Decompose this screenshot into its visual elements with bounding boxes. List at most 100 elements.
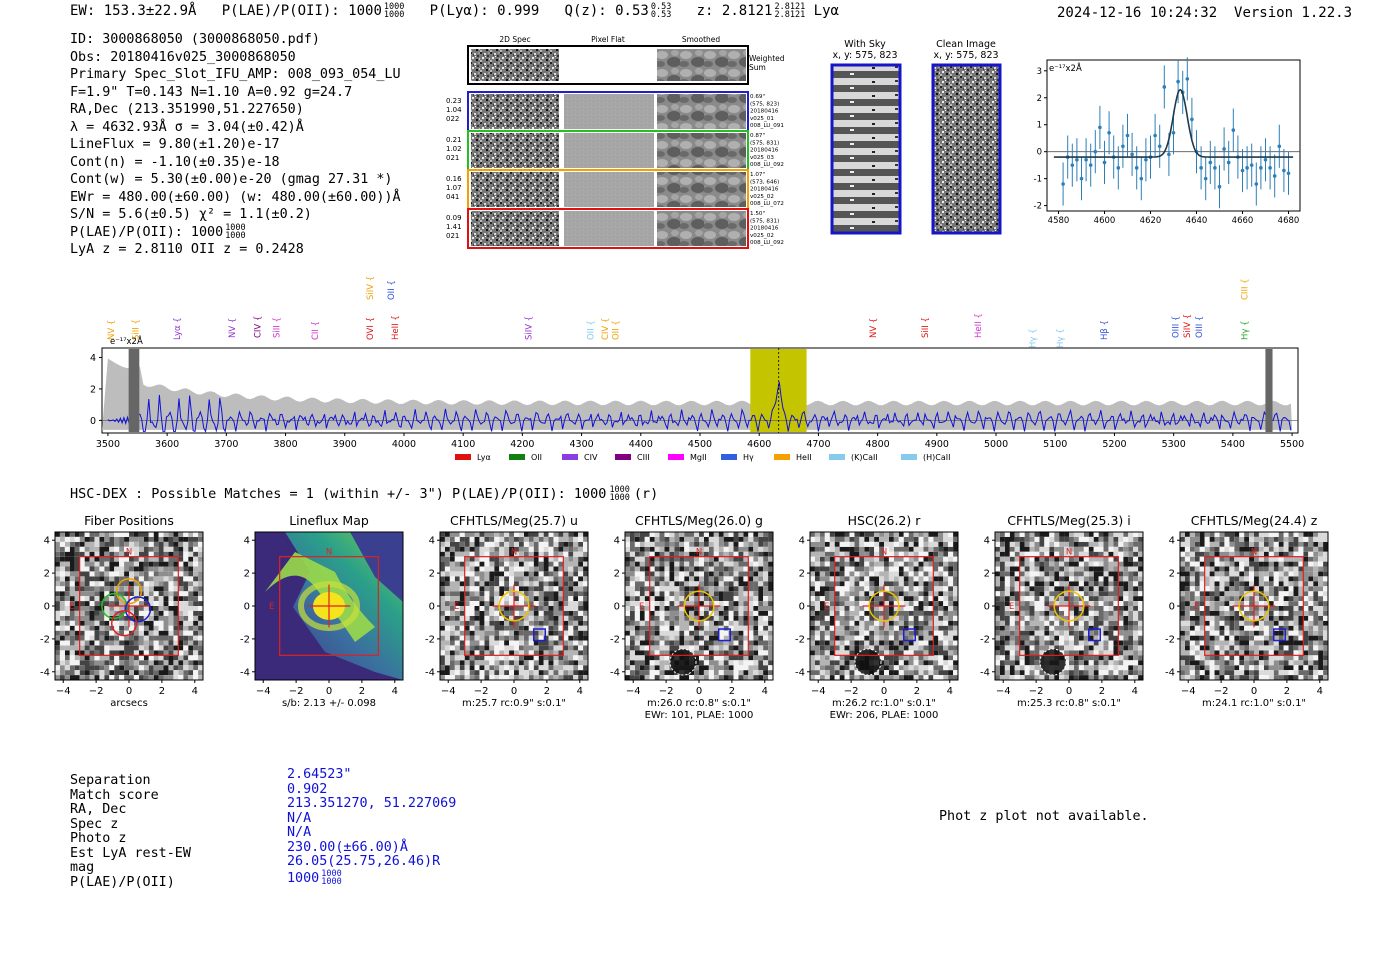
full-xtick-label: 5500 bbox=[1280, 439, 1304, 450]
header-z-hi: 2.8121 bbox=[774, 2, 806, 12]
zoom-xtick-label: 4680 bbox=[1278, 216, 1300, 226]
info-line: Primary Spec_Slot_IFU_AMP: 008_093_054_L… bbox=[70, 67, 401, 82]
zoom-data-point bbox=[1079, 157, 1084, 201]
cutout-row-meta: v025_02 bbox=[750, 233, 774, 239]
cutout-row-meta: 008_LU_092 bbox=[750, 240, 784, 246]
emission-line-label: OII { bbox=[611, 320, 621, 340]
catalog-match-box bbox=[717, 628, 731, 642]
clean-image-title: Clean Image bbox=[936, 39, 996, 50]
search-box bbox=[279, 556, 379, 656]
summary-value: 213.351270, 51.227069 bbox=[287, 796, 457, 811]
panel-xtick-label: −4 bbox=[811, 686, 826, 697]
full-xtick-label: 4500 bbox=[688, 439, 712, 450]
zoom-data-point bbox=[1144, 138, 1148, 182]
zoom-point bbox=[1277, 144, 1282, 149]
pixel-shade-layer bbox=[55, 532, 204, 681]
zoom-point bbox=[1203, 176, 1208, 181]
header-z: z: 2.8121 bbox=[696, 3, 773, 19]
hsc-title: HSC-DEX : Possible Matches = 1 (within +… bbox=[70, 486, 607, 502]
catalog-match-box bbox=[902, 628, 916, 642]
zoom-data-point bbox=[1254, 162, 1259, 206]
panel-xtick-label: 4 bbox=[577, 686, 583, 697]
legend-label: MgII bbox=[690, 453, 707, 462]
cutout-pixel-flat bbox=[564, 211, 654, 246]
catalog-match-box bbox=[1272, 628, 1286, 642]
emission-line-label: OII { bbox=[387, 280, 397, 300]
weighted-label: Weighted bbox=[749, 54, 785, 63]
legend-label: (H)CaII bbox=[923, 453, 950, 462]
north-label: N bbox=[881, 548, 887, 558]
zoom-point bbox=[1121, 144, 1125, 149]
zoom-data-point bbox=[1245, 146, 1249, 190]
panel-ytick-label: 4 bbox=[429, 536, 435, 547]
cutout-row-frame bbox=[467, 208, 749, 249]
pixel-shade-layer bbox=[995, 532, 1144, 681]
summary-value: 2.64523" bbox=[287, 767, 352, 782]
zoom-xtick-label: 4660 bbox=[1232, 216, 1254, 226]
zoom-data-point bbox=[1217, 165, 1222, 209]
pixel-shade-layer bbox=[810, 532, 959, 681]
panel-xtick-label: −4 bbox=[56, 686, 71, 697]
image-panel: HSC(26.2) r N E 4 2 0 -2 -4 −4 −2 0 2 4 m:26.2 rc:1.0… bbox=[795, 513, 959, 721]
legend-label: Lyα bbox=[477, 453, 491, 462]
zoom-ytick-label: 1 bbox=[1037, 121, 1042, 131]
header-timestamp-block: 2024-12-16 10:24:32 Version 1.22.3 bbox=[1057, 5, 1352, 21]
zoom-data-point bbox=[1134, 146, 1139, 190]
search-box bbox=[834, 556, 934, 656]
zoom-point bbox=[1213, 166, 1217, 170]
emission-line-label: NV { bbox=[228, 318, 238, 338]
cutout-row-meta: 0.69" bbox=[750, 94, 765, 100]
info-line: Obs: 20180416v025_3000868050 bbox=[70, 49, 296, 65]
cutout-pixel-flat bbox=[564, 133, 654, 168]
full-legend: Lyα OII CIV CIII MgII Hγ HeII (K)CaII (H)CaII bbox=[455, 453, 950, 462]
cutout-row-meta: 008_LU_072 bbox=[750, 201, 784, 207]
cutout-row-meta: (575, 831) bbox=[750, 218, 779, 224]
legend-swatch bbox=[901, 454, 917, 460]
summary-value: 230.00(±66.00)Å bbox=[287, 839, 408, 855]
summary-labels: Separation Match score RA, Dec Spec z Ph… bbox=[70, 773, 191, 890]
info-line: EWr = 480.00(±60.00) (w: 480.00(±60.00))… bbox=[70, 189, 401, 205]
zoom-point bbox=[1157, 144, 1162, 149]
zoom-data-point bbox=[1190, 97, 1194, 141]
panel-ytick-label: -4 bbox=[40, 667, 50, 678]
cutout-row-meta: 0.87" bbox=[750, 133, 765, 139]
zoom-data-point bbox=[1240, 148, 1245, 193]
cutout-row-meta: v025_03 bbox=[750, 155, 774, 161]
dark-source bbox=[670, 649, 696, 675]
zoom-xtick-label: 4580 bbox=[1048, 216, 1070, 226]
cutout-smoothed bbox=[657, 94, 746, 129]
panel-caption: EWr: 101, PLAE: 1000 bbox=[645, 710, 754, 721]
emission-line-label: CIV { bbox=[601, 318, 611, 340]
east-label: E bbox=[1009, 602, 1014, 612]
summary-plae-value: 1000 1000 1000 bbox=[287, 869, 456, 886]
full-axes: 4 2 0 3500 3600 3700 3800 3900 4000 4100 4200 4300 4… bbox=[90, 353, 1304, 450]
zoom-axes: 4580 4600 4620 4640 4660 4680 3 2 1 0 -1 -2 bbox=[1034, 67, 1300, 226]
east-label: E bbox=[269, 602, 274, 612]
fiber-circle bbox=[110, 610, 138, 637]
panel-xtick-label: 4 bbox=[1132, 686, 1138, 697]
panel-xtick-label: 2 bbox=[159, 686, 165, 697]
pixel-shade-layer bbox=[440, 532, 589, 676]
zoom-point bbox=[1093, 149, 1098, 154]
aperture-circle bbox=[868, 590, 900, 622]
zoom-point bbox=[1061, 182, 1065, 186]
zoom-point bbox=[1245, 166, 1249, 170]
panel-ytick-label: -4 bbox=[240, 667, 250, 678]
full-xtick-label: 5000 bbox=[984, 439, 1008, 450]
masked-region bbox=[1265, 349, 1273, 432]
panel-xtick-label: 0 bbox=[1066, 686, 1072, 697]
panel-xtick-label: 0 bbox=[881, 686, 887, 697]
summary-values: 2.64523" 0.902 213.351270, 51.227069 N/A… bbox=[287, 767, 457, 886]
cutout-pixel-flat bbox=[564, 94, 654, 129]
pixel-shade-layer bbox=[55, 536, 204, 681]
panel-ytick-label: 4 bbox=[44, 536, 50, 547]
emission-line-label: CIII { bbox=[1241, 278, 1251, 300]
panel-ytick-label: -2 bbox=[980, 634, 990, 645]
header-plae-lo: 1000 bbox=[383, 10, 405, 20]
legend-label: CIII bbox=[637, 453, 650, 462]
panel-ytick-label: 2 bbox=[1169, 569, 1175, 580]
panel-caption: s/b: 2.13 +/- 0.098 bbox=[282, 698, 376, 709]
panel-xtick-label: −2 bbox=[89, 686, 104, 697]
full-xtick-label: 3500 bbox=[96, 439, 120, 450]
panel-xtick-label: 2 bbox=[729, 686, 735, 697]
